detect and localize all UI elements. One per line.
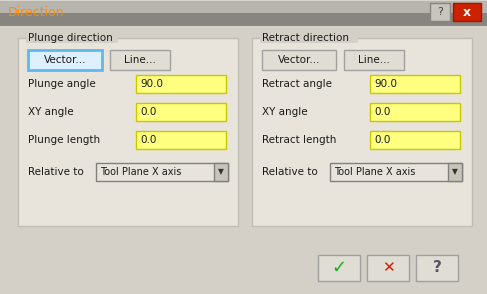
- Text: Line...: Line...: [358, 55, 390, 65]
- Text: Retract angle: Retract angle: [262, 79, 332, 89]
- Text: Relative to: Relative to: [262, 167, 318, 177]
- FancyBboxPatch shape: [136, 131, 226, 149]
- Text: ✕: ✕: [382, 260, 394, 275]
- Text: ▼: ▼: [452, 168, 458, 176]
- FancyBboxPatch shape: [430, 3, 450, 21]
- Text: XY angle: XY angle: [28, 107, 74, 117]
- Text: Plunge length: Plunge length: [28, 135, 100, 145]
- FancyBboxPatch shape: [370, 75, 460, 93]
- FancyBboxPatch shape: [252, 38, 472, 226]
- FancyBboxPatch shape: [0, 13, 487, 26]
- FancyBboxPatch shape: [0, 0, 487, 1]
- FancyBboxPatch shape: [136, 103, 226, 121]
- FancyBboxPatch shape: [318, 255, 360, 281]
- FancyBboxPatch shape: [448, 163, 462, 181]
- Text: XY angle: XY angle: [262, 107, 308, 117]
- Text: 0.0: 0.0: [374, 135, 391, 145]
- FancyBboxPatch shape: [110, 50, 170, 70]
- FancyBboxPatch shape: [136, 75, 226, 93]
- Text: 90.0: 90.0: [374, 79, 397, 89]
- FancyBboxPatch shape: [214, 163, 228, 181]
- Text: ▼: ▼: [218, 168, 224, 176]
- FancyBboxPatch shape: [416, 255, 458, 281]
- FancyBboxPatch shape: [367, 255, 409, 281]
- FancyBboxPatch shape: [370, 131, 460, 149]
- Text: 0.0: 0.0: [140, 107, 156, 117]
- FancyBboxPatch shape: [330, 163, 462, 181]
- Text: Plunge direction: Plunge direction: [28, 33, 113, 43]
- Text: Line...: Line...: [124, 55, 156, 65]
- FancyBboxPatch shape: [370, 103, 460, 121]
- Text: ?: ?: [432, 260, 441, 275]
- Text: Retract length: Retract length: [262, 135, 337, 145]
- FancyBboxPatch shape: [28, 50, 102, 70]
- FancyBboxPatch shape: [453, 3, 481, 21]
- FancyBboxPatch shape: [26, 33, 118, 43]
- Text: Tool Plane X axis: Tool Plane X axis: [100, 167, 181, 177]
- Text: Vector...: Vector...: [44, 55, 86, 65]
- Text: Relative to: Relative to: [28, 167, 84, 177]
- Text: x: x: [463, 6, 471, 19]
- FancyBboxPatch shape: [96, 163, 228, 181]
- FancyBboxPatch shape: [260, 33, 358, 43]
- Text: Retract direction: Retract direction: [262, 33, 349, 43]
- Text: 90.0: 90.0: [140, 79, 163, 89]
- Text: Vector...: Vector...: [278, 55, 320, 65]
- Text: Direction: Direction: [8, 6, 65, 19]
- FancyBboxPatch shape: [344, 50, 404, 70]
- Text: ✓: ✓: [332, 259, 347, 277]
- FancyBboxPatch shape: [0, 0, 487, 13]
- Text: Tool Plane X axis: Tool Plane X axis: [334, 167, 415, 177]
- Text: ?: ?: [437, 7, 443, 17]
- FancyBboxPatch shape: [18, 38, 238, 226]
- Text: 0.0: 0.0: [140, 135, 156, 145]
- Text: 0.0: 0.0: [374, 107, 391, 117]
- FancyBboxPatch shape: [262, 50, 336, 70]
- Text: Plunge angle: Plunge angle: [28, 79, 96, 89]
- FancyBboxPatch shape: [0, 26, 487, 294]
